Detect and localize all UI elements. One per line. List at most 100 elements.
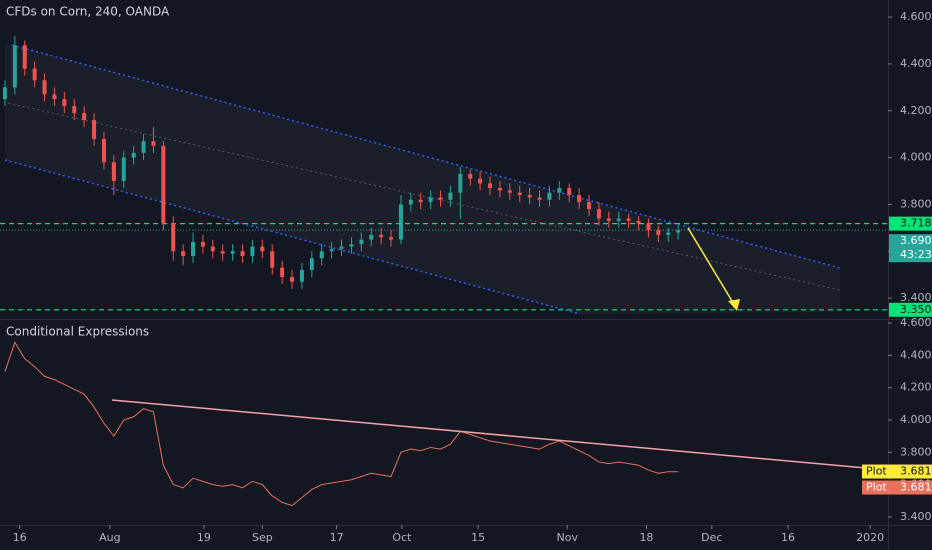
candle-body xyxy=(488,183,493,189)
candle-body xyxy=(349,244,354,247)
candle-body xyxy=(666,232,671,235)
candle-body xyxy=(408,199,413,205)
x-tick-label: Dec xyxy=(701,531,722,544)
x-tick-label: 16 xyxy=(781,531,795,544)
x-tick-label: Aug xyxy=(99,531,120,544)
candle-body xyxy=(42,80,47,95)
candle-body xyxy=(389,237,394,240)
y-tick-label: 4.000 xyxy=(900,413,932,426)
channel-lower xyxy=(4,159,581,315)
candle-body xyxy=(448,192,453,200)
candle-body xyxy=(369,234,374,240)
plot-area xyxy=(0,35,888,507)
candle-body xyxy=(319,251,324,259)
arrow-head xyxy=(728,299,740,311)
candle-body xyxy=(557,188,562,193)
y-tick-label: 4.200 xyxy=(900,381,932,394)
candle-body xyxy=(92,120,97,139)
y-tick-label: 3.800 xyxy=(900,445,932,458)
candle-body xyxy=(299,269,304,282)
x-tick-label: 17 xyxy=(330,531,344,544)
y-tick-label: 4.600 xyxy=(900,316,932,329)
candle-body xyxy=(111,162,116,182)
candle-body xyxy=(438,197,443,200)
y-tick-label: 4.000 xyxy=(900,151,932,164)
candle-body xyxy=(379,234,384,238)
level-label: 3.718 xyxy=(900,217,932,230)
y-tick-label: 3.800 xyxy=(900,197,932,210)
plot-label-name: Plot xyxy=(866,481,887,494)
plot-label-value: 3.681 xyxy=(900,481,932,494)
candle-body xyxy=(547,192,552,200)
candle-body xyxy=(141,141,146,153)
candle-body xyxy=(616,218,621,221)
candle-body xyxy=(32,68,37,81)
plot-label-box xyxy=(862,480,932,495)
candle-body xyxy=(676,230,681,233)
candle-body xyxy=(250,246,255,256)
candle-body xyxy=(240,251,245,256)
plot-label-value: 3.681 xyxy=(900,465,932,478)
candle-body xyxy=(517,192,522,196)
y-tick-label: 3.400 xyxy=(900,291,932,304)
x-tick-label: Oct xyxy=(392,531,412,544)
x-tick-label: Sep xyxy=(252,531,273,544)
candle-body xyxy=(151,141,156,146)
candle-body xyxy=(418,199,423,203)
candle-body xyxy=(260,246,265,252)
plot-label-box xyxy=(862,464,932,479)
level-label: 3.350 xyxy=(900,303,932,316)
candle-body xyxy=(577,195,582,203)
candle-body xyxy=(626,218,631,221)
candle-body xyxy=(309,258,314,270)
x-tick-label: 15 xyxy=(471,531,485,544)
candle-body xyxy=(468,173,473,179)
candle-body xyxy=(62,99,67,107)
candle-body xyxy=(270,251,275,268)
candle-body xyxy=(52,94,57,100)
candle-body xyxy=(497,188,502,191)
candle-body xyxy=(82,113,87,121)
trend-line xyxy=(111,399,889,471)
candle-body xyxy=(339,246,344,249)
candle-body xyxy=(646,223,651,231)
last-price-label: 3.690 xyxy=(900,234,932,247)
x-tick-label: 19 xyxy=(197,531,211,544)
candle-body xyxy=(161,145,166,224)
panel-title: Conditional Expressions xyxy=(6,325,149,339)
candle-body xyxy=(220,251,225,254)
y-tick-label: 4.400 xyxy=(900,348,932,361)
candle-body xyxy=(606,218,611,221)
plot-line xyxy=(4,341,679,507)
y-tick-label: 3.400 xyxy=(900,510,932,523)
candle-body xyxy=(290,277,295,282)
candle-body xyxy=(2,87,7,100)
candle-body xyxy=(527,195,532,198)
level-label-box xyxy=(889,302,932,317)
candle-body xyxy=(200,241,205,247)
candle-body xyxy=(507,190,512,193)
candle-body xyxy=(656,230,661,235)
candle-body xyxy=(596,209,601,219)
candle-body xyxy=(587,202,592,210)
chart-title: CFDs on Corn, 240, OANDA xyxy=(6,5,170,19)
candle-body xyxy=(230,251,235,254)
candle-body xyxy=(121,157,126,182)
x-tick-label: 18 xyxy=(639,531,653,544)
candle-body xyxy=(72,106,77,114)
candle-body xyxy=(428,197,433,203)
y-tick-label: 4.400 xyxy=(900,57,932,70)
candle-body xyxy=(210,246,215,252)
candle-body xyxy=(191,241,196,256)
countdown: 43:23 xyxy=(900,248,932,261)
axes: 4.6004.4004.2004.0003.8003.6003.4004.600… xyxy=(13,10,932,544)
y-tick-label: 4.600 xyxy=(900,10,932,23)
candle-body xyxy=(329,248,334,252)
candle-body xyxy=(359,239,364,245)
projection-arrow xyxy=(687,227,736,307)
x-tick-label: Nov xyxy=(557,531,579,544)
candle-body xyxy=(537,197,542,200)
